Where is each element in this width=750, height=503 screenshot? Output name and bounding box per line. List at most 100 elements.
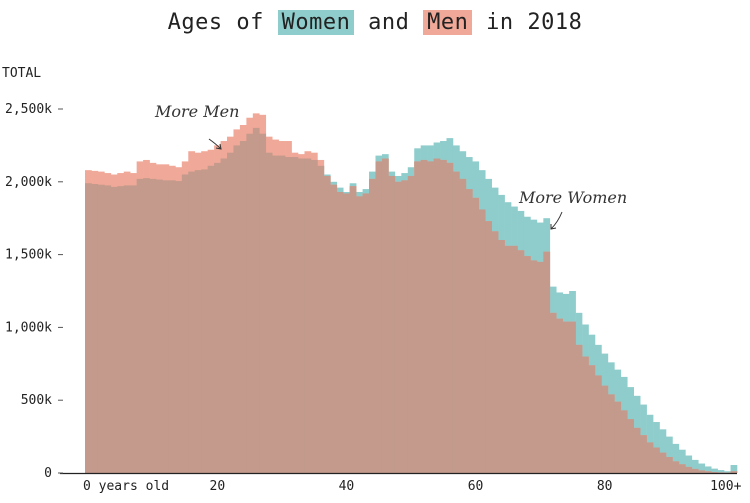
overlap-bar [698,470,706,473]
overlap-bar [194,170,202,474]
y-tick-label: 1,500k [5,248,52,263]
overlap-bar [536,261,544,473]
overlap-bar [168,180,176,473]
overlap-bar [678,464,686,473]
y-tick-label: 2,500k [5,102,52,117]
overlap-bar [214,162,221,473]
overlap-bar [401,180,409,473]
overlap-bar [233,145,241,473]
overlap-bar [259,133,267,473]
women-bar [672,443,680,473]
overlap-bar [381,158,389,473]
overlap-bar [162,180,170,473]
overlap-bar [607,394,615,473]
overlap-bar [511,245,518,473]
women-bar [724,471,731,473]
overlap-bar [420,159,428,473]
annotation-more-women: More Women [518,188,627,207]
overlap-bar [143,178,150,473]
overlap-bar [220,158,228,473]
overlap-bar [440,159,447,473]
overlap-bar [588,365,596,473]
overlap-bar [239,141,247,474]
title-prefix: Ages of [167,10,278,35]
title-men-highlight: Men [423,10,473,35]
overlap-bar [633,427,641,473]
overlap-bar [485,221,492,473]
overlap-bar [465,189,473,473]
overlap-bar [594,375,602,473]
chart-title: Ages of Women and Men in 2018 [0,10,750,35]
y-tick-label: 500k [21,393,52,408]
women-bar [659,429,667,473]
overlap-bar [375,161,383,473]
overlap-bar [659,452,667,473]
overlap-bar [175,181,183,473]
overlap-bar [123,185,131,473]
women-bar [685,455,693,473]
overlap-bar [117,186,125,473]
title-suffix: in 2018 [472,10,583,35]
title-women-highlight: Women [277,10,355,35]
overlap-bar [717,472,725,473]
overlap-bar [181,174,189,473]
y-axis-label: TOTAL [2,66,42,81]
overlap-bar [569,321,576,473]
overlap-bar [459,178,467,473]
overlap-bar [188,171,196,473]
overlap-bar [369,178,376,473]
annotation-arrow-men [208,138,222,150]
overlap-bar [427,161,434,473]
overlap-bar [433,158,441,473]
x-tick-label: 20 [210,479,226,494]
women-bar [678,449,686,473]
overlap-bar [85,183,92,474]
x-tick-label: 100+ [710,479,741,494]
overlap-bar [278,155,286,474]
overlap-bar [356,196,363,474]
title-mid: and [354,10,424,35]
x-tick-label: 0 years old [83,479,169,494]
overlap-bar [336,191,344,473]
overlap-bar [627,419,635,473]
overlap-bar [246,133,254,473]
overlap-bar [562,321,570,473]
overlap-bar [407,175,415,473]
x-tick-label: 80 [597,479,613,494]
overlap-bars [85,127,738,474]
overlap-bar [685,466,693,473]
overlap-bar [201,169,208,473]
overlap-bar [530,260,538,473]
overlap-bar [310,159,318,473]
annotation-arrowhead-men [215,143,222,150]
overlap-bar [691,468,699,473]
annotation-arrowhead-women [550,224,557,230]
overlap-bar [388,175,396,473]
overlap-bar [491,231,499,473]
women-bar [717,470,725,473]
x-tick-label: 40 [339,479,355,494]
women-bar [711,468,718,473]
women-bar [698,463,706,473]
overlap-bar [452,171,460,473]
overlap-bar [156,179,163,473]
overlap-bar [110,186,118,473]
overlap-bar [614,401,622,473]
overlap-bar [646,442,654,473]
overlap-bar [394,181,402,474]
overlap-bar [343,193,350,473]
overlap-bar [472,197,480,474]
overlap-bar [575,344,583,473]
overlap-bar [517,250,525,473]
overlap-bar [665,456,673,473]
overlap-bar [601,385,609,473]
y-tick-label: 0 [44,466,52,481]
women-bar [665,436,673,473]
overlap-bar [543,251,551,473]
y-tick-label: 1,000k [5,320,52,335]
overlap-bar [672,461,680,473]
women-bar [730,464,738,473]
overlap-bar [711,471,718,473]
overlap-bar [653,447,660,473]
